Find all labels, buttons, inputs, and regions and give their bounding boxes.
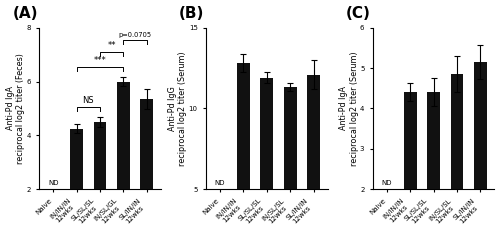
Bar [117,82,130,189]
Bar [427,92,440,189]
Bar [237,63,250,189]
Y-axis label: Anti-Pd IgA
reciprocal log2 titer (Serum): Anti-Pd IgA reciprocal log2 titer (Serum… [339,51,358,166]
Bar [94,122,106,189]
Text: (C): (C) [346,6,371,21]
Text: ***: *** [94,56,106,65]
Bar [474,62,487,189]
Text: ND: ND [382,180,392,186]
Bar [307,75,320,189]
Bar [260,78,273,189]
Bar [450,74,464,189]
Text: **: ** [108,41,116,50]
Text: ND: ND [48,180,58,186]
Y-axis label: Anti-Pd IgA
reciprocal log2 titer (Feces): Anti-Pd IgA reciprocal log2 titer (Feces… [6,53,25,164]
Bar [404,92,416,189]
Text: (A): (A) [12,6,38,21]
Bar [284,87,296,189]
Text: NS: NS [82,96,94,106]
Bar [140,99,153,189]
Bar [70,129,83,189]
Y-axis label: Anti-Pd IgG
reciprocal log2 titer (Serum): Anti-Pd IgG reciprocal log2 titer (Serum… [168,51,187,166]
Text: (B): (B) [179,6,204,21]
Text: p=0.0705: p=0.0705 [118,32,152,38]
Text: ND: ND [214,180,225,186]
